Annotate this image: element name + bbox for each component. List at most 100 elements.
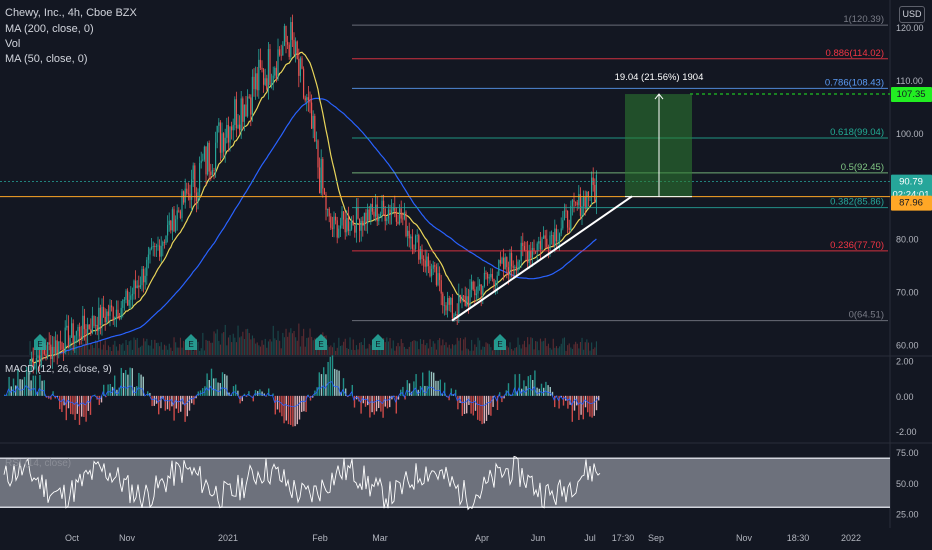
volume-bar (253, 338, 255, 355)
volume-bar (210, 342, 212, 355)
macd-histogram-bar (173, 395, 175, 421)
macd-histogram-bar (122, 372, 125, 396)
candle-body (520, 242, 522, 261)
candle-body (285, 26, 287, 42)
earnings-marker[interactable]: E (34, 334, 46, 350)
candle-body (299, 58, 301, 76)
candle-body (587, 191, 589, 197)
trendline[interactable] (451, 195, 633, 322)
volume-bar (213, 331, 215, 355)
macd-histogram-bar (360, 395, 362, 414)
price-tick-label: 60.00 (896, 340, 919, 350)
ma50-legend[interactable]: MA (50, close, 0) (5, 53, 88, 65)
volume-bar (523, 340, 525, 355)
macd-histogram-bar (158, 395, 160, 415)
macd-histogram-bar (582, 395, 584, 420)
volume-bar (125, 339, 127, 355)
candle-body (77, 326, 79, 332)
candle-body (469, 289, 471, 307)
volume-bar (139, 346, 141, 355)
macd-histogram-bar (133, 387, 136, 396)
long-position-box[interactable]: 19.04 (21.56%) 1904 (615, 72, 704, 198)
volume-bar (453, 345, 455, 355)
volume-bar (93, 347, 95, 355)
candle-body (330, 216, 332, 228)
volume-bar (301, 336, 303, 355)
rsi-legend[interactable]: RSI (14, close) (5, 458, 72, 469)
candle-body (235, 99, 237, 129)
earnings-marker[interactable]: E (494, 334, 506, 350)
macd-histogram-bar (72, 395, 74, 415)
macd-histogram-bar (98, 395, 100, 405)
time-axis[interactable]: Oct Nov 2021 Feb Mar Apr Jun Jul 17:30 Sep Nov 18:3… (65, 533, 861, 543)
candle-body (573, 199, 575, 202)
volume-legend[interactable]: Vol (5, 38, 21, 50)
candle-body (224, 137, 226, 152)
volume-bar (459, 337, 461, 355)
volume-bar (522, 344, 524, 355)
candle-body (301, 58, 303, 69)
volume-bar (107, 345, 109, 355)
earnings-marker[interactable]: E (185, 334, 197, 350)
macd-histogram-bar (408, 383, 411, 396)
fib-level-label: 0.382(85.86) (830, 197, 884, 208)
entry-badge-text: 87.96 (899, 198, 923, 209)
time-tick-label: Mar (372, 533, 388, 543)
macd-histogram-bar (492, 395, 494, 407)
volume-bar (307, 337, 309, 355)
volume-bar (419, 339, 421, 355)
macd-histogram-bar (59, 395, 61, 410)
volume-bar (120, 344, 122, 355)
volume-bar (199, 350, 201, 355)
candle-body (83, 315, 85, 330)
macd-histogram-bar (54, 395, 56, 399)
volume-bar (571, 348, 573, 355)
macd-histogram-bar (160, 395, 162, 409)
candle-body (402, 218, 404, 220)
ma200-legend[interactable]: MA (200, close, 0) (5, 23, 94, 35)
volume-bar (578, 348, 580, 355)
volume-bar (423, 339, 425, 355)
candle-body (576, 202, 578, 206)
volume-bar (147, 345, 149, 355)
earnings-marker[interactable]: E (315, 334, 327, 350)
candle-body (35, 357, 37, 365)
candle-body (411, 236, 413, 249)
candle-body (499, 260, 501, 264)
candle-body (373, 211, 375, 217)
candle-body (39, 355, 41, 366)
candle-body (522, 242, 524, 247)
candle-body (552, 235, 554, 247)
currency-button[interactable]: USD (899, 6, 925, 23)
candle-body (72, 323, 74, 343)
candle-body (160, 245, 162, 257)
symbol-title[interactable]: Chewy, Inc., 4h, Cboe BZX (5, 7, 137, 19)
macd-legend[interactable]: MACD (12, 26, close, 9) (5, 364, 112, 375)
candle-body (95, 324, 97, 326)
macd-histogram-bar (573, 395, 576, 411)
volume-bar (349, 337, 351, 355)
macd-histogram-bar (433, 372, 435, 396)
price-tick-label: 70.00 (896, 288, 919, 298)
macd-histogram-bar (285, 395, 287, 421)
fib-level-label: 0.886(114.02) (826, 48, 884, 59)
earnings-marker[interactable]: E (372, 334, 384, 350)
macd-histogram-bar (545, 381, 547, 396)
volume-bar (88, 349, 90, 355)
candle-body (154, 245, 156, 247)
candle-body (368, 209, 370, 221)
macd-histogram-bar (151, 395, 153, 407)
volume-bar (179, 337, 181, 355)
macd-histogram-bar (206, 373, 208, 396)
macd-histogram-bar (380, 395, 382, 412)
candle-body (181, 191, 183, 218)
candle-body (178, 210, 180, 212)
fibonacci-retracement[interactable]: 1(120.39) 0.886(114.02) 0.786(108.43) 0.618… (352, 14, 888, 322)
volume-bar (483, 346, 485, 355)
volume-bar (85, 344, 87, 355)
candle-body (365, 212, 367, 224)
candle-body (309, 100, 311, 103)
volume-bar (283, 337, 285, 355)
